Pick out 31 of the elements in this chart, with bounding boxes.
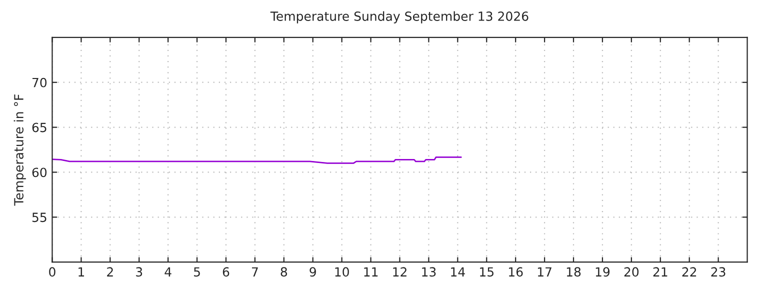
x-tick-label: 4	[164, 267, 172, 276]
y-tick-label: 65	[32, 122, 46, 132]
x-tick-label: 7	[252, 267, 258, 276]
x-tick-label: 1	[78, 267, 84, 276]
x-tick-label: 8	[280, 267, 288, 277]
y-tick-label: 55	[32, 212, 46, 222]
y-axis-title: Temperature in °F	[14, 94, 26, 206]
x-tick-label: 19	[596, 267, 610, 277]
y-tick-label: 60	[32, 168, 47, 178]
x-tick-label: 3	[136, 267, 142, 277]
x-tick-label: 16	[509, 267, 523, 277]
x-tick-label: 20	[624, 267, 639, 277]
x-tick-label: 9	[310, 267, 316, 277]
x-tick-label: 11	[364, 267, 378, 276]
x-tick-label: 12	[393, 267, 406, 276]
chart-title: Temperature Sunday September 13 2026	[270, 11, 528, 24]
x-tick-label: 6	[222, 267, 230, 277]
x-tick-label: 5	[194, 267, 200, 277]
x-tick-label: 13	[422, 267, 436, 277]
y-tick-label: 70	[32, 78, 47, 88]
x-tick-label: 18	[566, 267, 581, 277]
x-tick-label: 15	[480, 267, 494, 277]
x-tick-label: 22	[682, 267, 696, 276]
x-tick-label: 10	[335, 267, 349, 277]
x-tick-label: 0	[49, 267, 56, 277]
x-tick-label: 21	[653, 267, 668, 276]
x-tick-label: 23	[711, 267, 726, 277]
line-series	[52, 156, 462, 164]
x-tick-label: 2	[107, 267, 113, 276]
x-tick-label: 17	[538, 267, 552, 276]
x-tick-label: 14	[451, 267, 465, 276]
